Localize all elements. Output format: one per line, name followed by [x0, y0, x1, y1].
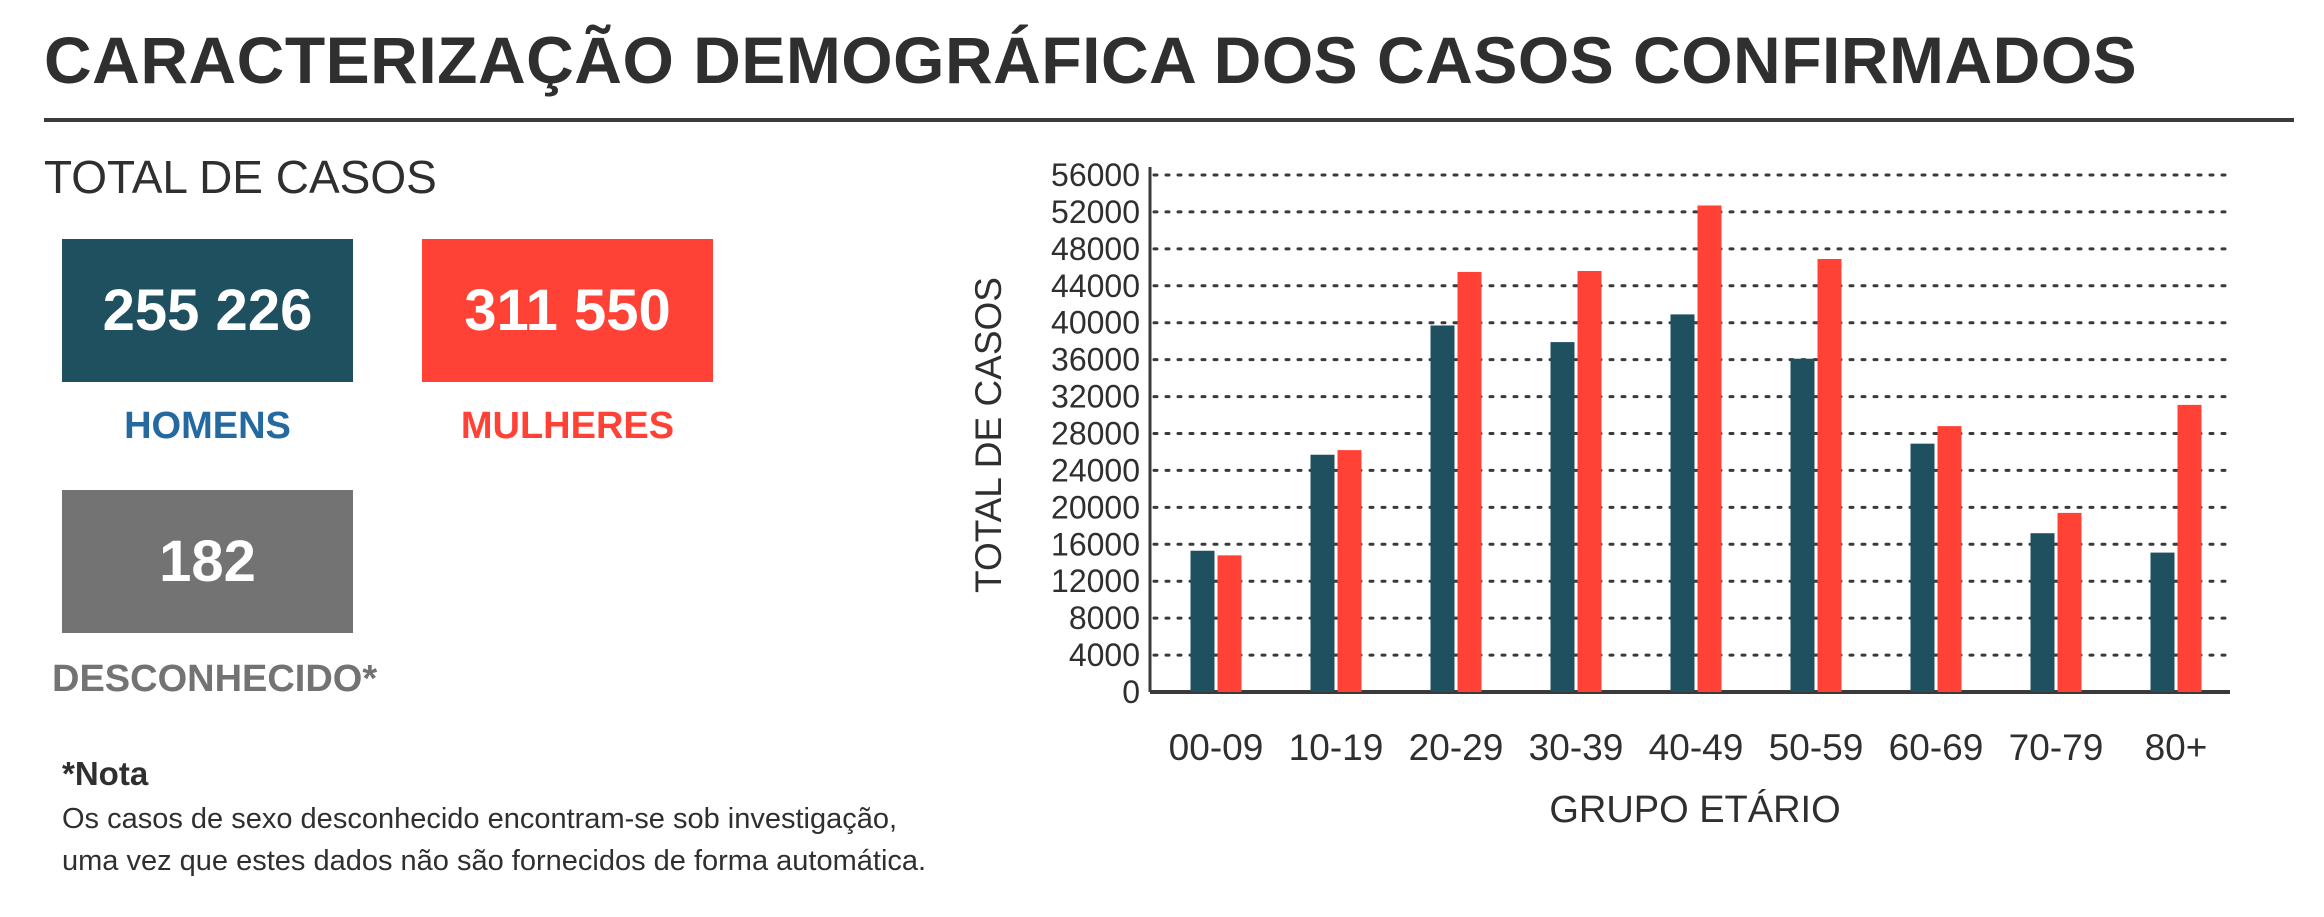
y-tick-label: 48000	[1051, 231, 1140, 267]
x-tick-label: 20-29	[1409, 727, 1504, 768]
bar-70-79-series-2	[2057, 512, 2082, 692]
x-tick-label: 10-19	[1289, 727, 1384, 768]
y-tick-label: 28000	[1051, 416, 1140, 452]
men-label: HOMENS	[124, 405, 291, 447]
bar-00-09-series-1	[1190, 550, 1215, 692]
y-tick-label: 36000	[1051, 342, 1140, 378]
title-divider	[44, 118, 2294, 122]
bar-50-59-series-2	[1817, 259, 1842, 692]
bar-80+-series-2	[2177, 404, 2202, 692]
bar-80+-series-1	[2150, 552, 2175, 692]
x-tick-label: 50-59	[1769, 727, 1864, 768]
x-tick-label: 80+	[2145, 727, 2208, 768]
y-tick-label: 44000	[1051, 268, 1140, 304]
bar-40-49-series-2	[1697, 205, 1722, 692]
y-tick-label: 24000	[1051, 452, 1140, 488]
women-label: MULHERES	[460, 405, 675, 447]
bar-10-19-series-1	[1310, 454, 1335, 692]
x-axis-title: GRUPO ETÁRIO	[1549, 788, 1840, 831]
y-tick-label: 8000	[1069, 600, 1140, 636]
unknown-label: DESCONHECIDO*	[52, 658, 378, 700]
y-tick-label: 56000	[1051, 157, 1140, 193]
y-tick-label: 40000	[1051, 305, 1140, 341]
unknown-total-value: 182	[159, 529, 256, 594]
bar-00-09-series-2	[1217, 555, 1242, 692]
bar-20-29-series-2	[1457, 271, 1482, 692]
y-tick-label: 52000	[1051, 194, 1140, 230]
y-tick-label: 16000	[1051, 526, 1140, 562]
page-title: CARACTERIZAÇÃO DEMOGRÁFICA DOS CASOS CON…	[44, 23, 2138, 97]
y-tick-label: 20000	[1051, 489, 1140, 525]
x-tick-label: 60-69	[1889, 727, 1984, 768]
note-title: *Nota	[62, 755, 149, 792]
x-tick-label: 00-09	[1169, 727, 1264, 768]
note-line-2: uma vez que estes dados não são fornecid…	[62, 845, 927, 877]
women-total-box: 311 550	[422, 239, 713, 382]
note-line-1: Os casos de sexo desconhecido encontram-…	[62, 803, 898, 835]
bar-60-69-series-2	[1937, 426, 1962, 692]
bar-20-29-series-1	[1430, 325, 1455, 692]
x-tick-label: 30-39	[1529, 727, 1624, 768]
bar-30-39-series-2	[1577, 271, 1602, 692]
y-tick-label: 32000	[1051, 379, 1140, 415]
men-total-value: 255 226	[102, 278, 313, 343]
bar-70-79-series-1	[2030, 533, 2055, 692]
bar-40-49-series-1	[1670, 314, 1695, 692]
y-tick-label: 4000	[1069, 637, 1140, 673]
men-total-box: 255 226	[62, 239, 353, 382]
bar-50-59-series-1	[1790, 358, 1815, 692]
y-tick-label: 12000	[1051, 563, 1140, 599]
y-axis-title: TOTAL DE CASOS	[968, 277, 1009, 593]
x-tick-label: 70-79	[2009, 727, 2104, 768]
unknown-total-box: 182	[62, 490, 353, 633]
total-cases-heading: TOTAL DE CASOS	[44, 151, 437, 203]
bar-10-19-series-2	[1337, 450, 1362, 692]
bar-30-39-series-1	[1550, 342, 1575, 692]
bar-60-69-series-1	[1910, 443, 1935, 692]
women-total-value: 311 550	[464, 278, 671, 343]
x-tick-label: 40-49	[1649, 727, 1744, 768]
y-tick-label: 0	[1122, 674, 1140, 710]
